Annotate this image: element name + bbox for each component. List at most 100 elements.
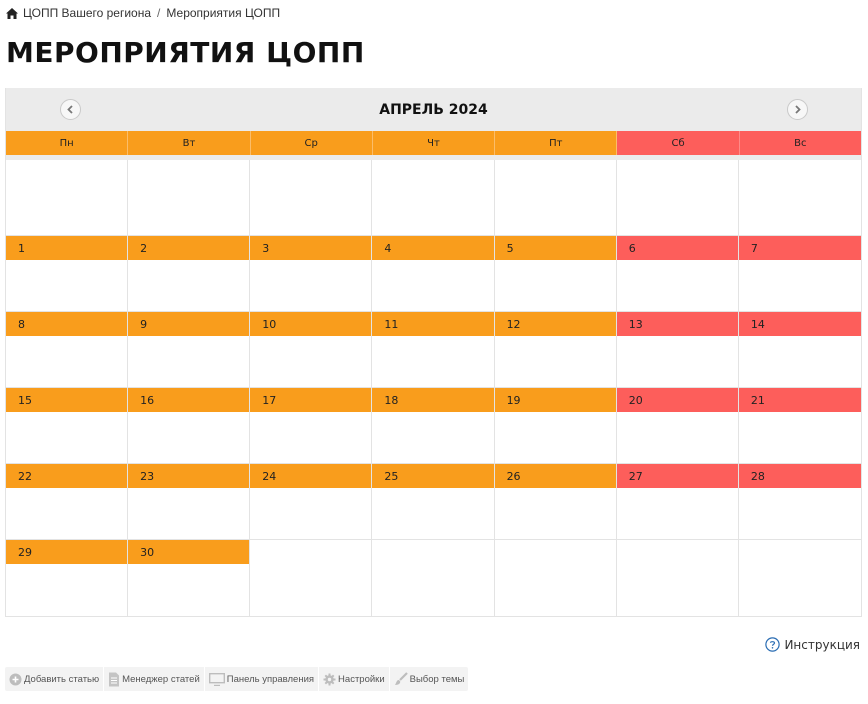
day-number[interactable]: 23 xyxy=(128,464,250,488)
home-icon[interactable] xyxy=(6,7,18,19)
admin-toolbar: Добавить статью Менеджер статей Панель у… xyxy=(5,667,469,691)
day-number[interactable]: 24 xyxy=(250,464,372,488)
question-circle-icon xyxy=(765,637,781,652)
day-number[interactable]: 18 xyxy=(372,388,494,412)
instruction-label: Инструкция xyxy=(784,637,860,652)
calendar-empty-cell xyxy=(128,160,251,236)
day-number[interactable]: 9 xyxy=(128,312,250,336)
day-number[interactable]: 20 xyxy=(616,388,738,412)
day-number[interactable]: 5 xyxy=(494,236,616,260)
article-manager-button[interactable]: Менеджер статей xyxy=(104,667,205,691)
calendar-day-cell: 29 xyxy=(6,540,129,616)
calendar-day-cell: 11 xyxy=(372,312,495,388)
calendar-empty-cell xyxy=(738,540,861,616)
calendar: АПРЕЛЬ 2024 Пн Вт Ср Чт Пт Сб Вс 1 2 3 4… xyxy=(5,88,862,617)
calendar-day-cell: 21 xyxy=(738,388,861,464)
calendar-day-cell: 5 xyxy=(494,236,617,312)
day-number[interactable]: 17 xyxy=(250,388,372,412)
calendar-empty-cell xyxy=(616,540,739,616)
calendar-day-cell: 18 xyxy=(372,388,495,464)
instruction-link[interactable]: Инструкция xyxy=(765,637,860,652)
breadcrumb-item-current: Мероприятия ЦОПП xyxy=(166,6,281,20)
day-number[interactable]: 2 xyxy=(128,236,250,260)
day-number[interactable]: 26 xyxy=(494,464,616,488)
calendar-empty-cell xyxy=(738,160,861,236)
weekday-label: Вс xyxy=(739,131,861,155)
monitor-icon xyxy=(208,672,225,686)
brush-icon xyxy=(394,672,408,685)
calendar-day-cell: 2 xyxy=(128,236,251,312)
weekday-header-row: Пн Вт Ср Чт Пт Сб Вс xyxy=(6,131,861,155)
day-number[interactable]: 21 xyxy=(738,388,861,412)
day-number[interactable]: 28 xyxy=(738,464,861,488)
calendar-day-cell: 23 xyxy=(128,464,251,540)
settings-button[interactable]: Настройки xyxy=(319,667,390,691)
chevron-right-icon xyxy=(795,105,801,114)
day-number[interactable]: 25 xyxy=(372,464,494,488)
calendar-day-cell: 13 xyxy=(616,312,739,388)
calendar-day-cell: 30 xyxy=(128,540,251,616)
calendar-day-cell: 28 xyxy=(738,464,861,540)
calendar-empty-cell xyxy=(6,160,129,236)
day-number[interactable]: 15 xyxy=(6,388,128,412)
day-number[interactable]: 11 xyxy=(372,312,494,336)
weekday-label: Вт xyxy=(128,131,251,155)
day-number[interactable]: 19 xyxy=(494,388,616,412)
plus-circle-icon xyxy=(9,673,22,685)
weekday-label: Пт xyxy=(495,131,618,155)
day-number[interactable]: 27 xyxy=(616,464,738,488)
calendar-empty-cell xyxy=(494,540,617,616)
calendar-empty-cell xyxy=(616,160,739,236)
day-number[interactable]: 4 xyxy=(372,236,494,260)
calendar-header: АПРЕЛЬ 2024 xyxy=(6,88,861,131)
calendar-day-cell: 4 xyxy=(372,236,495,312)
breadcrumb-item-region[interactable]: ЦОПП Вашего региона xyxy=(23,6,152,20)
chevron-left-icon xyxy=(67,105,73,114)
calendar-day-cell: 22 xyxy=(6,464,129,540)
day-number[interactable]: 13 xyxy=(616,312,738,336)
month-title: АПРЕЛЬ 2024 xyxy=(379,101,488,118)
day-number[interactable]: 8 xyxy=(6,312,128,336)
calendar-day-cell: 7 xyxy=(738,236,861,312)
control-panel-button[interactable]: Панель управления xyxy=(205,667,320,691)
add-article-button[interactable]: Добавить статью xyxy=(5,667,105,691)
control-panel-label: Панель управления xyxy=(226,673,315,685)
calendar-day-cell: 12 xyxy=(494,312,617,388)
day-number[interactable]: 16 xyxy=(128,388,250,412)
prev-month-button[interactable] xyxy=(60,99,81,120)
calendar-day-cell: 25 xyxy=(372,464,495,540)
calendar-day-cell: 10 xyxy=(250,312,373,388)
day-number[interactable]: 14 xyxy=(738,312,861,336)
weekday-label: Пн xyxy=(6,131,129,155)
calendar-empty-cell xyxy=(250,540,373,616)
calendar-empty-cell xyxy=(372,160,495,236)
day-number[interactable]: 12 xyxy=(494,312,616,336)
day-number[interactable]: 10 xyxy=(250,312,372,336)
day-number[interactable]: 22 xyxy=(6,464,128,488)
day-number[interactable]: 7 xyxy=(738,236,861,260)
calendar-day-cell: 14 xyxy=(738,312,861,388)
calendar-day-cell: 3 xyxy=(250,236,373,312)
weekday-label: Сб xyxy=(617,131,740,155)
day-number[interactable]: 1 xyxy=(6,236,128,260)
next-month-button[interactable] xyxy=(787,99,808,120)
settings-label: Настройки xyxy=(338,673,385,685)
weekday-label: Ср xyxy=(250,131,373,155)
theme-select-button[interactable]: Выбор темы xyxy=(390,667,469,691)
calendar-day-cell: 1 xyxy=(6,236,129,312)
breadcrumb: ЦОПП Вашего региона / Мероприятия ЦОПП xyxy=(6,5,280,21)
calendar-day-cell: 8 xyxy=(6,312,129,388)
calendar-grid: 1 2 3 4 5 6 7 8 9 10 11 12 13 14 15 16 1… xyxy=(6,160,861,616)
calendar-day-cell: 6 xyxy=(616,236,739,312)
day-number[interactable]: 3 xyxy=(250,236,372,260)
gear-icon xyxy=(323,673,336,685)
day-number[interactable]: 6 xyxy=(616,236,738,260)
theme-select-label: Выбор темы xyxy=(409,673,465,685)
day-number[interactable]: 29 xyxy=(6,540,128,564)
calendar-day-cell: 15 xyxy=(6,388,129,464)
calendar-empty-cell xyxy=(494,160,617,236)
document-icon xyxy=(109,672,120,686)
day-number[interactable]: 30 xyxy=(128,540,250,564)
article-manager-label: Менеджер статей xyxy=(122,673,200,685)
calendar-spacer xyxy=(6,155,861,160)
